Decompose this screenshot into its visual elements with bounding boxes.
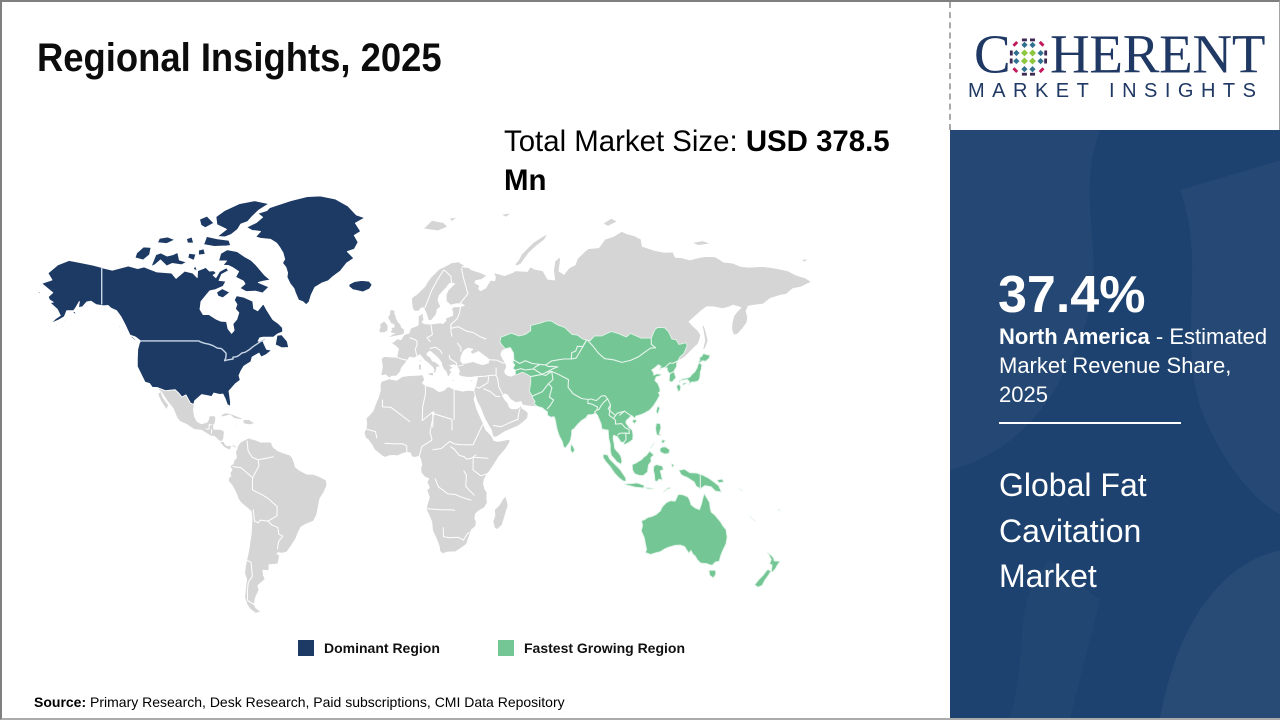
svg-text:MARKET INSIGHTS: MARKET INSIGHTS	[968, 80, 1264, 102]
svg-text:HERENT: HERENT	[1050, 24, 1265, 85]
svg-text:C: C	[974, 24, 1011, 85]
